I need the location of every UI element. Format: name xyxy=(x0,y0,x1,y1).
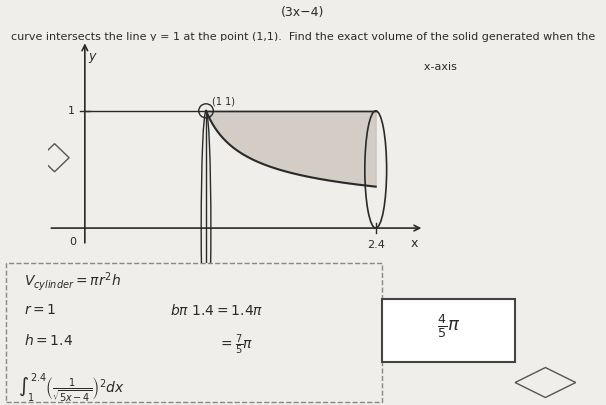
Text: 2.4: 2.4 xyxy=(367,240,385,250)
Text: $= \frac{7}{5}\pi$: $= \frac{7}{5}\pi$ xyxy=(218,333,254,357)
Text: $V_{cylinder} = \pi r^2 h$: $V_{cylinder} = \pi r^2 h$ xyxy=(24,270,121,293)
Text: $b\pi \ 1.4 = 1.4\pi$: $b\pi \ 1.4 = 1.4\pi$ xyxy=(170,303,263,318)
Text: shaded region is rotated through 360° about the x-axis: shaded region is rotated through 360° ab… xyxy=(149,62,457,72)
Text: (3x−4): (3x−4) xyxy=(281,6,325,19)
Text: x: x xyxy=(410,237,418,250)
FancyBboxPatch shape xyxy=(382,298,515,362)
Text: $\int_{1}^{2.4} \left( \frac{1}{\sqrt{5x-4}} \right)^2 dx$: $\int_{1}^{2.4} \left( \frac{1}{\sqrt{5x… xyxy=(18,372,125,405)
Text: (1 1): (1 1) xyxy=(212,97,235,107)
Text: 1: 1 xyxy=(68,106,75,116)
Text: 0: 0 xyxy=(69,237,76,247)
Bar xyxy=(6,262,382,402)
Text: curve intersects the line y = 1 at the point (1,1).  Find the exact volume of th: curve intersects the line y = 1 at the p… xyxy=(11,32,595,42)
Text: $\frac{4}{5}\pi$: $\frac{4}{5}\pi$ xyxy=(437,312,460,339)
Text: $r = 1$: $r = 1$ xyxy=(24,303,56,317)
Text: $h = 1.4$: $h = 1.4$ xyxy=(24,333,73,348)
Text: y: y xyxy=(88,50,96,63)
